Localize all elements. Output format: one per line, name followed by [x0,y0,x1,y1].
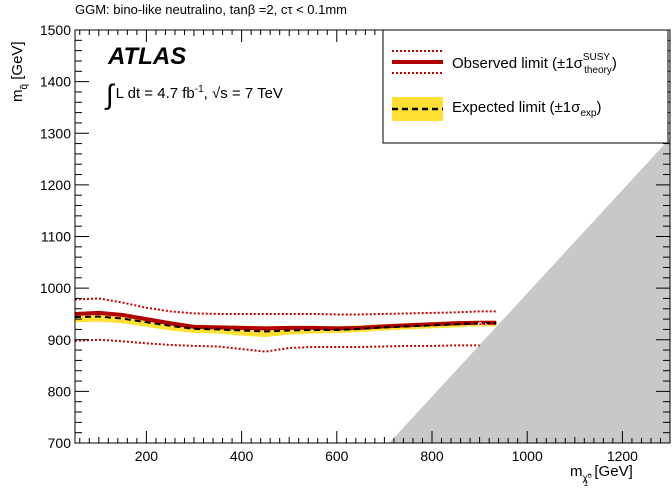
excluded-triangle [389,138,670,443]
legend-box [382,29,669,144]
x-tick-label: 600 [325,448,349,464]
expected-limit-line [74,315,497,333]
y-tick-label: 1400 [40,74,71,90]
excluded-region [389,138,670,443]
x-tick-label: 400 [230,448,254,464]
expected-band [75,312,497,338]
x-tick-label: 800 [420,448,444,464]
x-tick-label: 1200 [607,448,638,464]
experiment-label: ATLAS [107,43,186,70]
limit-lines [74,297,497,353]
y-tick-label: 700 [48,435,72,451]
x-tick-label: 1000 [512,448,543,464]
x-tick-label: 200 [135,448,159,464]
expected-band-area [75,312,497,338]
legend-observed-label: Observed limit (±1σSUSY theory) [452,52,617,76]
observed-limit-line [74,310,497,331]
x-axis-ticks: 200 400 600 800 1000 1200 [79,30,671,464]
y-tick-label: 1500 [40,22,71,38]
y-tick-label: 900 [48,332,72,348]
chart-title: GGM: bino-like neutralino, tanβ =2, cτ <… [75,2,347,17]
y-tick-label: 1300 [40,125,71,141]
legend-expected-label: Expected limit (±1σexp) [452,99,602,119]
observed-minus-sigma-line [74,338,480,353]
legend: Observed limit (±1σSUSY theory) Expected … [382,29,669,144]
y-tick-label: 800 [48,383,72,399]
observed-plus-sigma-line [74,297,497,316]
x-axis-label: mχ̃⁰1 [GeV] [570,463,633,488]
y-tick-label: 1000 [40,280,71,296]
excluded-region-label: mq̃ < mχ̃⁰1 [432,311,492,370]
y-tick-label: 1100 [41,229,71,245]
y-axis-label: mq̃ [GeV] [9,41,30,102]
lumi-text: ∫ L dt = 4.7 fb-1, √s = 7 TeV [104,79,283,110]
y-tick-label: 1200 [40,177,71,193]
